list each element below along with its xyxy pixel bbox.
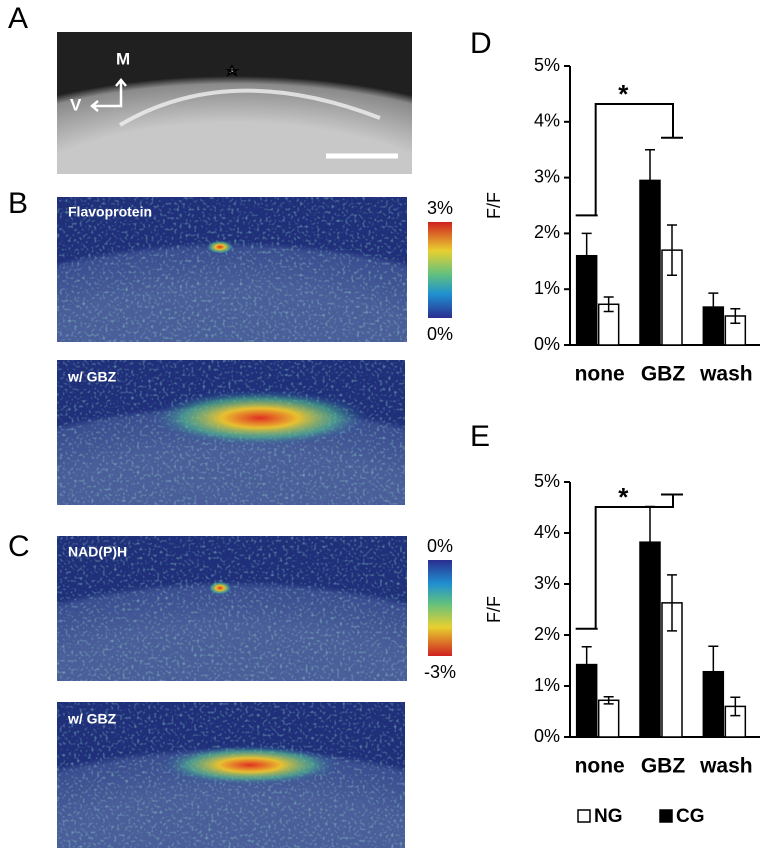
error-bar bbox=[581, 232, 592, 279]
error-bar bbox=[667, 574, 677, 632]
bar bbox=[597, 699, 620, 738]
panel-letter: B bbox=[8, 187, 28, 220]
significance-bracket bbox=[575, 493, 683, 630]
y-tick-label: 5% bbox=[534, 471, 560, 491]
x-tick-label: none bbox=[575, 755, 625, 778]
y-axis-label: F/F bbox=[484, 596, 504, 623]
significance-star: * bbox=[618, 482, 629, 512]
panel-letter: E bbox=[470, 420, 490, 453]
y-tick-label: 3% bbox=[534, 166, 560, 186]
significance-bracket bbox=[575, 103, 683, 217]
panel-letter: C bbox=[8, 530, 30, 563]
error-bar bbox=[645, 148, 655, 212]
image-b2 bbox=[57, 360, 405, 505]
colorbar bbox=[428, 222, 452, 318]
x-tick-label: GBZ bbox=[641, 363, 686, 386]
colorbar-label: -3% bbox=[424, 662, 456, 682]
image-c1 bbox=[57, 536, 407, 681]
image-label: NAD(P)H bbox=[68, 544, 127, 560]
panel-letter: D bbox=[470, 27, 492, 60]
y-axis-label: F/F bbox=[484, 192, 504, 219]
image-label: w/ GBZ bbox=[67, 369, 117, 385]
y-tick-label: 2% bbox=[534, 624, 560, 644]
image-c2 bbox=[57, 702, 405, 848]
x-tick-label: none bbox=[575, 363, 625, 386]
error-bar bbox=[708, 645, 719, 698]
y-tick-label: 0% bbox=[534, 334, 560, 354]
significance-star: * bbox=[618, 79, 629, 109]
error-bar bbox=[581, 645, 592, 684]
legend-label: NG bbox=[594, 806, 623, 827]
colorbar-label: 0% bbox=[427, 536, 453, 556]
image-label: Flavoprotein bbox=[68, 204, 152, 220]
legend-swatch bbox=[659, 809, 673, 823]
y-tick-label: 5% bbox=[534, 55, 560, 75]
y-tick-label: 4% bbox=[534, 111, 560, 131]
error-bar bbox=[667, 224, 677, 276]
legend-label: CG bbox=[676, 806, 705, 827]
panel-letter: A bbox=[8, 2, 28, 35]
y-tick-label: 3% bbox=[534, 573, 560, 593]
error-bar bbox=[708, 292, 719, 322]
x-tick-label: GBZ bbox=[641, 755, 686, 778]
orientation-label: M bbox=[116, 49, 130, 68]
colorbar-label: 0% bbox=[427, 324, 453, 344]
image-a bbox=[57, 32, 412, 174]
y-tick-label: 4% bbox=[534, 522, 560, 542]
colorbar bbox=[428, 560, 452, 656]
legend-swatch bbox=[577, 809, 591, 823]
image-label: w/ GBZ bbox=[67, 711, 117, 727]
x-tick-label: wash bbox=[699, 755, 753, 778]
error-bar bbox=[730, 696, 741, 717]
error-bar bbox=[730, 307, 741, 324]
y-tick-label: 1% bbox=[534, 675, 560, 695]
error-bar bbox=[603, 296, 614, 313]
colorbar-label: 3% bbox=[427, 198, 453, 218]
y-tick-label: 2% bbox=[534, 222, 560, 242]
y-tick-label: 0% bbox=[534, 726, 560, 746]
orientation-label: V bbox=[70, 95, 82, 114]
x-tick-label: wash bbox=[699, 363, 753, 386]
error-bar bbox=[603, 695, 614, 705]
y-tick-label: 1% bbox=[534, 278, 560, 298]
image-b1 bbox=[57, 197, 407, 342]
